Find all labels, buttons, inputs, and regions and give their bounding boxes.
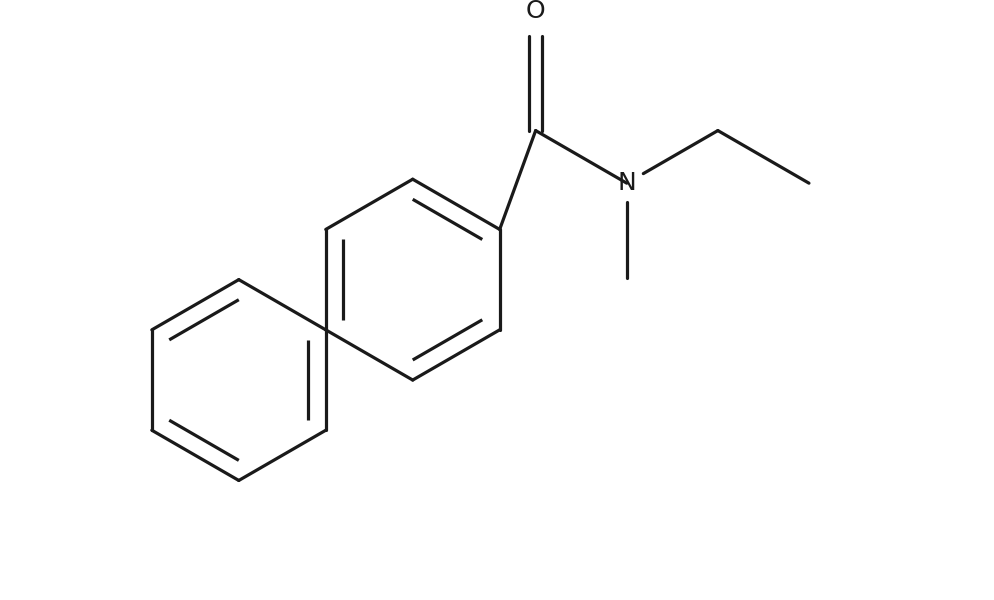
Text: N: N [617,171,636,195]
Text: O: O [526,0,546,23]
